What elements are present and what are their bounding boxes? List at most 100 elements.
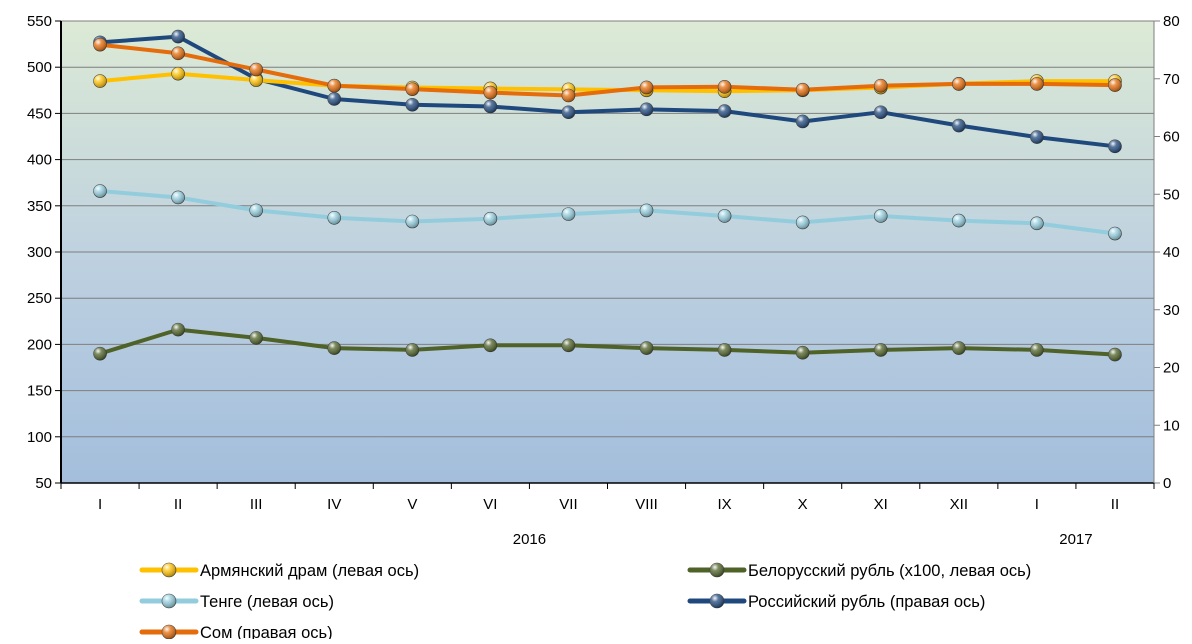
legend-item: Тенге (левая ось)	[139, 593, 334, 611]
left-tick-label: 150	[27, 383, 52, 400]
legend-label: Тенге (левая ось)	[200, 593, 334, 611]
x-tick-label: X	[798, 496, 808, 513]
x-tick-label: VI	[483, 496, 497, 513]
data-point-highlight	[171, 67, 185, 81]
x-tick-label: VII	[559, 496, 577, 513]
data-point-highlight	[93, 74, 107, 88]
data-point-highlight	[93, 347, 107, 361]
data-point-highlight	[162, 563, 176, 577]
data-point-highlight	[640, 341, 654, 355]
data-point-highlight	[718, 209, 732, 223]
x-tick-label: III	[250, 496, 263, 513]
x-tick-label: II	[1111, 496, 1119, 513]
axes: 50 100 150 200 250 300 350 400 450 500 550 0 10 20 30 4…	[27, 13, 1180, 548]
data-point-highlight	[561, 338, 575, 352]
right-tick-label: 70	[1163, 71, 1180, 88]
data-point-highlight	[1030, 216, 1044, 230]
data-point-highlight	[874, 343, 888, 357]
data-point-highlight	[171, 46, 185, 60]
series-2	[93, 184, 1122, 241]
data-point-highlight	[327, 92, 341, 106]
data-point-highlight	[405, 98, 419, 112]
left-tick-label: 250	[27, 290, 52, 307]
data-point-highlight	[952, 77, 966, 91]
right-tick-label: 50	[1163, 186, 1180, 203]
data-point-highlight	[718, 80, 732, 94]
x-tick-label: I	[1035, 496, 1039, 513]
x-tick-label: VIII	[635, 496, 658, 513]
data-point-highlight	[1108, 139, 1122, 153]
data-point-highlight	[171, 30, 185, 44]
left-tick-label: 50	[35, 475, 52, 492]
series-line	[98, 189, 1117, 236]
data-point-highlight	[1108, 78, 1122, 92]
legend: Армянский драм (левая ось) Белорусский ру…	[139, 562, 1031, 642]
data-point-highlight	[327, 211, 341, 225]
data-point-highlight	[640, 203, 654, 217]
legend-item: Белорусский рубль (x100, левая ось)	[687, 562, 1031, 580]
data-point-highlight	[162, 625, 176, 639]
data-point-highlight	[93, 184, 107, 198]
left-tick-label: 200	[27, 336, 52, 353]
data-point-highlight	[249, 331, 263, 345]
legend-item: Российский рубль (правая ось)	[687, 593, 985, 611]
data-point-highlight	[483, 338, 497, 352]
data-point-highlight	[1108, 227, 1122, 241]
x-tick-label: XI	[874, 496, 888, 513]
data-point-highlight	[796, 215, 810, 229]
data-point-highlight	[796, 114, 810, 128]
left-tick-label: 400	[27, 152, 52, 169]
x-tick-label: V	[407, 496, 417, 513]
data-point-highlight	[874, 209, 888, 223]
data-point-highlight	[710, 563, 724, 577]
data-point-highlight	[162, 594, 176, 608]
data-point-highlight	[249, 73, 263, 87]
data-point-highlight	[952, 214, 966, 228]
data-point-highlight	[327, 79, 341, 93]
legend-label: Армянский драм (левая ось)	[200, 562, 419, 580]
data-point-highlight	[796, 346, 810, 360]
series-4	[93, 37, 1122, 103]
data-point-highlight	[171, 190, 185, 204]
data-point-highlight	[483, 99, 497, 113]
data-point-highlight	[483, 212, 497, 226]
right-tick-label: 20	[1163, 360, 1180, 377]
data-point-highlight	[718, 343, 732, 357]
data-point-highlight	[1030, 343, 1044, 357]
data-point-highlight	[249, 63, 263, 77]
legend-label: Российский рубль (правая ось)	[748, 593, 985, 611]
legend-item: Армянский драм (левая ось)	[139, 562, 419, 580]
data-point-highlight	[561, 207, 575, 221]
data-point-highlight	[640, 80, 654, 94]
data-point-highlight	[405, 343, 419, 357]
data-point-highlight	[1108, 348, 1122, 362]
data-point-highlight	[874, 105, 888, 119]
x-tick-label: IX	[718, 496, 732, 513]
series	[93, 29, 1122, 362]
data-point-highlight	[483, 86, 497, 100]
left-tick-label: 500	[27, 59, 52, 76]
series-line	[98, 42, 1117, 98]
data-point-highlight	[710, 594, 724, 608]
right-tick-label: 40	[1163, 244, 1180, 261]
legend-label: Белорусский рубль (x100, левая ось)	[748, 562, 1031, 580]
data-point-highlight	[952, 119, 966, 133]
year-label: 2016	[513, 531, 546, 548]
right-tick-label: 60	[1163, 129, 1180, 146]
x-tick-label: I	[98, 496, 102, 513]
data-point-highlight	[405, 215, 419, 229]
data-point-highlight	[561, 88, 575, 102]
left-tick-label: 450	[27, 105, 52, 122]
data-point-highlight	[405, 82, 419, 96]
x-tick-label: II	[174, 496, 182, 513]
left-tick-label: 100	[27, 429, 52, 446]
data-point-highlight	[796, 83, 810, 97]
legend-item: Сом (правая ось)	[139, 624, 333, 642]
data-point-highlight	[1030, 130, 1044, 144]
data-point-highlight	[249, 203, 263, 217]
right-tick-label: 0	[1163, 475, 1171, 492]
series-line	[98, 327, 1117, 357]
series-1	[93, 322, 1122, 362]
x-tick-label: IV	[327, 496, 341, 513]
